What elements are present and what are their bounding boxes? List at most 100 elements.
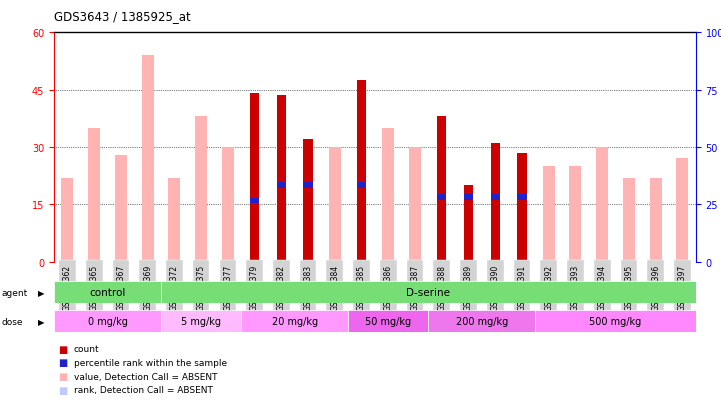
Text: ▶: ▶	[37, 317, 44, 326]
Bar	[650, 178, 662, 262]
Bar	[517, 153, 526, 262]
Bar	[141, 56, 154, 262]
Bar	[623, 205, 635, 262]
Text: GSM271384: GSM271384	[330, 265, 340, 311]
Bar	[409, 193, 421, 262]
Bar	[517, 195, 526, 200]
Bar	[570, 167, 581, 262]
Bar	[437, 117, 446, 262]
Bar	[409, 148, 421, 262]
Text: GSM271367: GSM271367	[116, 265, 125, 311]
Text: D-serine: D-serine	[407, 287, 451, 297]
Text: control: control	[89, 287, 125, 297]
Bar	[195, 117, 207, 262]
Text: GSM271382: GSM271382	[277, 265, 286, 311]
Bar	[490, 195, 500, 200]
Text: GSM271391: GSM271391	[518, 265, 526, 311]
Bar	[115, 209, 127, 262]
Text: agent: agent	[1, 288, 27, 297]
Text: GSM271396: GSM271396	[651, 265, 660, 311]
Bar	[115, 155, 127, 262]
Text: GSM271379: GSM271379	[250, 265, 259, 311]
Bar	[596, 213, 609, 262]
Text: GSM271393: GSM271393	[571, 265, 580, 311]
Text: 0 mg/kg: 0 mg/kg	[88, 316, 128, 326]
Bar	[88, 197, 100, 262]
Bar	[490, 144, 500, 262]
Bar	[676, 201, 689, 262]
Bar	[250, 94, 260, 262]
Text: GSM271388: GSM271388	[437, 265, 446, 311]
Bar	[277, 183, 286, 189]
Text: GSM271397: GSM271397	[678, 265, 687, 311]
Bar	[250, 198, 260, 204]
Bar	[623, 178, 635, 262]
Bar	[543, 167, 554, 262]
Bar	[222, 148, 234, 262]
Text: GSM271394: GSM271394	[598, 265, 606, 311]
Bar	[464, 186, 473, 262]
Text: count: count	[74, 344, 99, 354]
Bar	[277, 96, 286, 262]
Text: GSM271392: GSM271392	[544, 265, 553, 311]
Text: GDS3643 / 1385925_at: GDS3643 / 1385925_at	[54, 10, 191, 23]
Text: ■: ■	[58, 385, 67, 395]
Bar	[596, 148, 609, 262]
Bar	[161, 281, 696, 304]
Text: percentile rank within the sample: percentile rank within the sample	[74, 358, 226, 367]
Text: GSM271375: GSM271375	[197, 265, 205, 311]
Text: GSM271389: GSM271389	[464, 265, 473, 311]
Text: 500 mg/kg: 500 mg/kg	[590, 316, 642, 326]
Bar	[535, 310, 696, 332]
Bar	[222, 193, 234, 262]
Text: ▶: ▶	[37, 288, 44, 297]
Text: GSM271372: GSM271372	[170, 265, 179, 311]
Text: GSM271387: GSM271387	[410, 265, 420, 311]
Text: GSM271365: GSM271365	[89, 265, 99, 311]
Bar	[61, 178, 74, 262]
Bar	[54, 310, 161, 332]
Text: rank, Detection Call = ABSENT: rank, Detection Call = ABSENT	[74, 385, 213, 394]
Text: GSM271383: GSM271383	[304, 265, 313, 311]
Bar	[195, 190, 207, 262]
Text: 5 mg/kg: 5 mg/kg	[181, 316, 221, 326]
Bar	[676, 159, 689, 262]
Bar	[161, 310, 242, 332]
Bar	[357, 183, 366, 189]
Text: 20 mg/kg: 20 mg/kg	[272, 316, 318, 326]
Text: ■: ■	[58, 344, 67, 354]
Bar	[437, 195, 446, 200]
Text: ■: ■	[58, 371, 67, 381]
Text: 50 mg/kg: 50 mg/kg	[366, 316, 412, 326]
Bar	[382, 128, 394, 262]
Bar	[428, 310, 535, 332]
Text: 200 mg/kg: 200 mg/kg	[456, 316, 508, 326]
Text: value, Detection Call = ABSENT: value, Detection Call = ABSENT	[74, 372, 217, 381]
Bar	[570, 209, 581, 262]
Bar	[382, 186, 394, 262]
Bar	[61, 209, 74, 262]
Text: GSM271377: GSM271377	[224, 265, 232, 311]
Text: GSM271369: GSM271369	[143, 265, 152, 311]
Text: dose: dose	[1, 317, 23, 326]
Bar	[650, 209, 662, 262]
Bar	[329, 193, 341, 262]
Bar	[464, 195, 473, 200]
Bar	[304, 183, 313, 189]
Text: GSM271390: GSM271390	[491, 265, 500, 311]
Text: GSM271362: GSM271362	[63, 265, 72, 311]
Bar	[88, 128, 100, 262]
Text: ■: ■	[58, 358, 67, 368]
Bar	[329, 148, 341, 262]
Bar	[169, 216, 180, 262]
Bar	[141, 167, 154, 262]
Bar	[543, 209, 554, 262]
Bar	[242, 310, 348, 332]
Bar	[357, 81, 366, 262]
Bar	[54, 281, 161, 304]
Text: GSM271395: GSM271395	[624, 265, 634, 311]
Bar	[169, 178, 180, 262]
Bar	[348, 310, 428, 332]
Bar	[304, 140, 313, 262]
Text: GSM271386: GSM271386	[384, 265, 393, 311]
